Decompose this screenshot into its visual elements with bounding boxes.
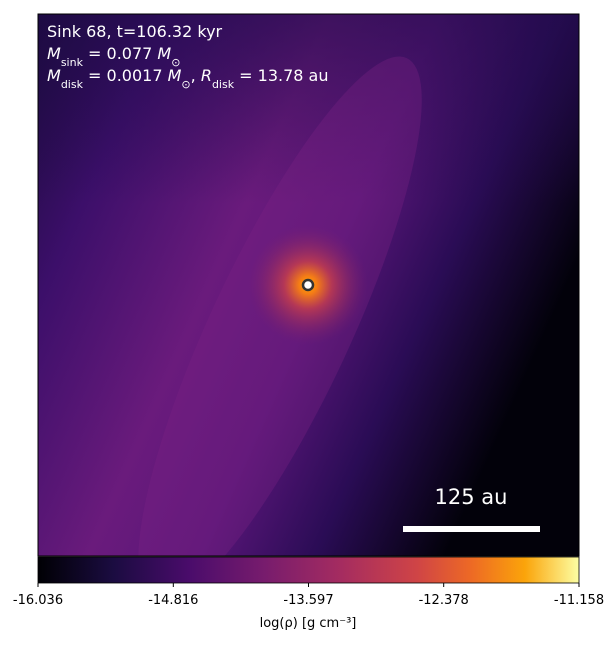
scale-bar-label: 125 au <box>435 485 508 509</box>
colorbar-tick-label: -16.036 <box>13 593 63 608</box>
annotation-part: sink <box>61 56 84 69</box>
colorbar-label: log(ρ) [g cm⁻³] <box>260 616 357 631</box>
annotation-part: M <box>47 66 61 85</box>
annotation-part: = 13.78 au <box>234 66 328 85</box>
density-map <box>38 14 579 556</box>
plot-frame <box>37 13 580 557</box>
annotation-part: disk <box>61 78 84 91</box>
annotation-part: M <box>168 66 182 85</box>
colorbar-tick-label: -14.816 <box>148 593 198 608</box>
annotation: Msink = 0.077 M⊙ <box>47 44 180 69</box>
scale-bar <box>403 526 540 532</box>
annotation-part: M <box>157 44 171 63</box>
annotation-part: R <box>201 66 212 85</box>
annotation-part: , <box>191 66 201 85</box>
colorbar <box>37 556 580 584</box>
colorbar-tick-label: -11.158 <box>554 593 604 608</box>
annotation-part: ⊙ <box>181 78 190 91</box>
annotation-part: M <box>47 44 61 63</box>
annotation-part: = 0.077 <box>83 44 157 63</box>
annotation-part: ⊙ <box>171 56 180 69</box>
annotation-part: disk <box>212 78 235 91</box>
colorbar-tick-label: -13.597 <box>283 593 333 608</box>
annotation: Sink 68, t=106.32 kyr <box>47 22 223 41</box>
sink-marker <box>301 278 315 292</box>
annotation: Mdisk = 0.0017 M⊙, Rdisk = 13.78 au <box>47 66 329 91</box>
annotation-part: Sink 68, t=106.32 kyr <box>47 22 223 41</box>
colorbar-tick-label: -12.378 <box>419 593 469 608</box>
annotation-part: = 0.0017 <box>83 66 168 85</box>
